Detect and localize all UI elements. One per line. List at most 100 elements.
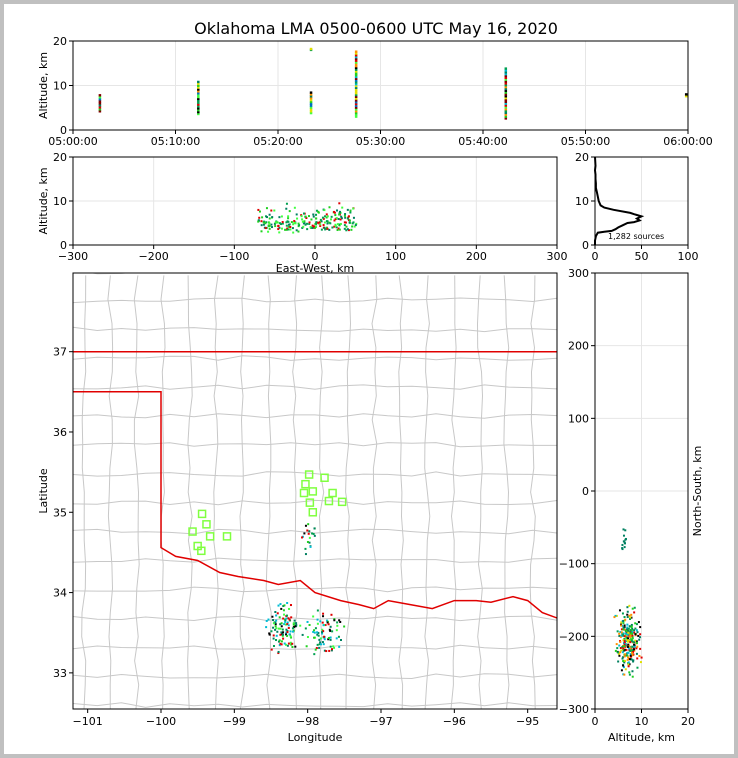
vhf-source-point — [301, 536, 304, 539]
ew-source-mark — [285, 207, 288, 210]
ew-source-mark — [352, 216, 355, 219]
ns-source-mark — [621, 547, 624, 550]
vhf-source-point — [295, 622, 298, 625]
ew-source-mark — [308, 222, 311, 225]
plan-view-panel: −101 −100 −99 −98 −97 −96 −95 33 34 35 36 37 — [53, 273, 557, 728]
ew-source-mark — [271, 216, 274, 219]
hist-tick-label: 50 — [635, 250, 649, 263]
ew-source-mark — [310, 218, 313, 221]
vhf-source-point — [294, 645, 297, 648]
lma-station-marker — [304, 470, 314, 479]
ns-source-mark — [622, 622, 625, 625]
ns-source-mark — [622, 656, 625, 659]
vhf-source-point — [277, 627, 280, 630]
ew-source-mark — [329, 222, 332, 225]
ns-source-mark — [618, 644, 621, 647]
vhf-source-mark — [354, 104, 358, 108]
ns-source-mark — [633, 611, 636, 614]
vhf-source-mark — [98, 110, 102, 113]
vhf-source-point — [276, 612, 279, 615]
vhf-source-mark — [504, 93, 508, 96]
ew-source-mark — [287, 215, 290, 218]
vhf-source-point — [299, 624, 302, 627]
ew-source-mark — [270, 209, 273, 212]
ew-source-mark — [352, 221, 355, 224]
ns-km-tick-label: −100 — [559, 558, 589, 571]
ew-source-mark — [345, 229, 348, 232]
ew-source-mark — [307, 215, 310, 218]
ns-km-tick-label: −200 — [559, 630, 589, 643]
ns-source-mark — [630, 625, 633, 628]
ns-source-mark — [631, 675, 634, 678]
ns-source-mark — [633, 641, 636, 644]
ns-source-mark — [623, 638, 626, 641]
ew-source-mark — [326, 215, 329, 218]
county-line — [73, 384, 557, 390]
ew-alt-tick-label: 20 — [53, 151, 67, 164]
ns-source-mark — [624, 529, 627, 532]
ns-source-mark — [628, 634, 631, 637]
vhf-source-mark — [504, 71, 508, 74]
vhf-source-mark — [354, 84, 358, 88]
ew-source-mark — [314, 222, 317, 225]
ew-source-mark — [334, 223, 337, 226]
ew-source-mark — [328, 206, 331, 209]
vhf-source-mark — [504, 96, 508, 100]
vhf-source-point — [327, 636, 330, 639]
vhf-source-point — [282, 631, 285, 634]
ew-source-mark — [305, 222, 308, 225]
vhf-source-point — [306, 636, 309, 639]
county-line — [503, 275, 510, 709]
vhf-source-point — [329, 625, 332, 628]
vhf-source-point — [306, 620, 309, 623]
ns-source-mark — [623, 659, 626, 662]
east-west-panel: −300 −200 −100 0 100 200 300 0 10 20 — [53, 151, 568, 263]
ns-source-mark — [631, 670, 634, 673]
ns-source-mark — [629, 654, 632, 657]
vhf-source-mark — [354, 86, 358, 89]
ew-source-mark — [293, 221, 296, 224]
ns-source-mark — [622, 634, 625, 637]
vhf-source-point — [280, 607, 283, 610]
county-line — [73, 326, 557, 333]
vhf-source-point — [320, 643, 323, 646]
ew-source-mark — [321, 216, 324, 219]
ns-source-mark — [636, 631, 639, 634]
ew-source-mark — [274, 225, 277, 228]
ew-source-mark — [340, 217, 343, 220]
vhf-source-point — [315, 647, 318, 650]
ew-source-mark — [268, 222, 271, 225]
vhf-source-mark — [197, 80, 200, 84]
vhf-source-point — [280, 643, 283, 646]
vhf-source-mark — [504, 87, 508, 91]
county-line — [73, 702, 557, 708]
ew-source-mark — [260, 220, 263, 223]
vhf-source-mark — [354, 90, 358, 93]
ew-source-mark — [334, 218, 337, 221]
ns-source-mark — [635, 652, 638, 655]
east-west-ylabel: Altitude, km — [37, 167, 50, 234]
ew-source-mark — [336, 229, 339, 232]
ew-source-mark — [316, 221, 319, 224]
vhf-source-point — [278, 639, 281, 642]
ew-alt-tick-label: 0 — [60, 239, 67, 252]
ew-source-mark — [260, 224, 263, 227]
ns-source-mark — [639, 661, 642, 664]
county-line — [73, 413, 557, 419]
county-line — [73, 528, 557, 535]
ew-source-mark — [347, 229, 350, 232]
ns-source-mark — [630, 632, 633, 635]
lma-station-marker — [305, 498, 315, 507]
ns-source-mark — [634, 633, 637, 636]
ew-source-mark — [351, 225, 354, 228]
ns-source-mark — [639, 647, 642, 650]
vhf-source-point — [289, 641, 292, 644]
lma-station-marker — [328, 488, 337, 498]
ns-source-mark — [622, 633, 625, 636]
ew-source-mark — [334, 214, 337, 217]
ew-source-mark — [289, 225, 292, 228]
hist-frame — [594, 156, 689, 246]
ew-source-mark — [298, 224, 301, 227]
ew-source-mark — [320, 220, 323, 223]
vhf-source-point — [283, 623, 286, 626]
